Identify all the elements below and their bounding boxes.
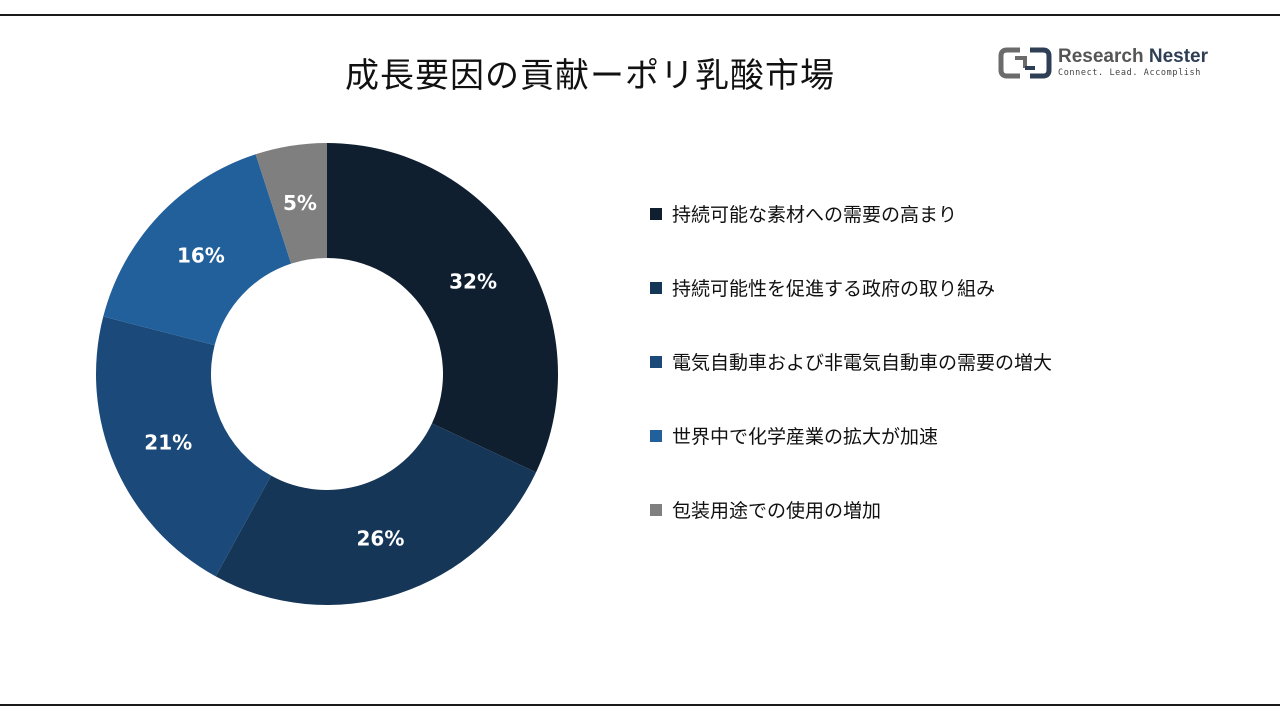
donut-slice-2 [215, 423, 537, 606]
legend-label: 持続可能性を促進する政府の取り組み [672, 278, 996, 300]
logo-tagline: Connect. Lead. Accomplish [1058, 68, 1201, 78]
research-nester-logo: Research Nester Connect. Lead. Accomplis… [998, 46, 1218, 82]
logo-name-research: Research [1058, 46, 1144, 67]
logo-name-nester: Nester [1148, 46, 1208, 67]
bottom-rule [0, 704, 1280, 706]
slice-label-2: 26% [357, 527, 405, 551]
donut-slice-1 [327, 143, 558, 473]
legend-item-2: 持続可能性を促進する政府の取り組み [650, 274, 995, 301]
legend-swatch [650, 207, 662, 220]
legend-swatch [650, 503, 662, 516]
legend-swatch [650, 281, 662, 294]
legend-label: 包装用途での使用の増加 [672, 500, 882, 522]
legend-swatch [650, 429, 662, 442]
legend-item-3: 電気自動車および非電気自動車の需要の増大 [650, 348, 1052, 375]
chart-title: 成長要因の貢献ーポリ乳酸市場 [345, 56, 835, 96]
slice-label-3: 21% [144, 431, 192, 455]
legend-label: 電気自動車および非電気自動車の需要の増大 [672, 352, 1053, 374]
donut-slice-4 [103, 154, 292, 346]
slice-label-4: 16% [177, 244, 225, 268]
legend-item-1: 持続可能な素材への需要の高まり [650, 200, 957, 227]
legend-label: 世界中で化学産業の拡大が加速 [672, 426, 939, 448]
donut-chart: 32% 26% 21% 16% 5% [96, 143, 558, 606]
donut-slice-3 [96, 316, 272, 577]
legend-label: 持続可能な素材への需要の高まり [672, 204, 958, 226]
legend-item-5: 包装用途での使用の増加 [650, 496, 881, 523]
donut-slice-5 [255, 143, 327, 264]
logo-icon [998, 47, 1052, 79]
legend-swatch [650, 355, 662, 368]
top-rule [0, 14, 1280, 16]
legend-item-4: 世界中で化学産業の拡大が加速 [650, 422, 938, 449]
slice-label-5: 5% [283, 191, 317, 215]
slice-label-1: 32% [449, 269, 497, 293]
